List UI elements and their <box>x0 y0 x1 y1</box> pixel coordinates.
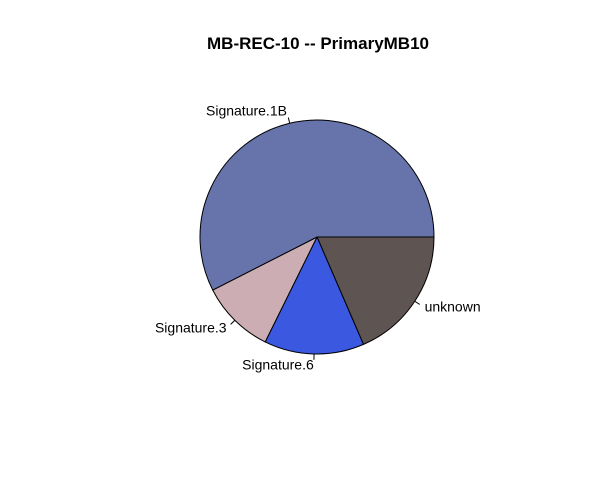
pie-label-tick <box>287 117 291 124</box>
pie-label-tick <box>230 319 236 325</box>
pie-slice-unknown <box>316 236 435 346</box>
pie-label: unknown <box>425 298 481 314</box>
pie-label-tick <box>414 300 420 305</box>
pie-slice-signature-6 <box>264 235 365 355</box>
pie-slice-signature-3 <box>212 235 319 343</box>
pie-label: Signature.6 <box>242 356 314 372</box>
pie-slices <box>199 119 435 355</box>
pie-labels: unknown Signature.6 Signature.3 Signature.1… <box>155 103 481 373</box>
pie-label: Signature.3 <box>155 319 227 335</box>
chart-title: MB-REC-10 -- PrimaryMB10 <box>207 34 429 53</box>
pie-label: Signature.1B <box>206 103 287 119</box>
pie-slice-signature-1b <box>199 119 435 291</box>
